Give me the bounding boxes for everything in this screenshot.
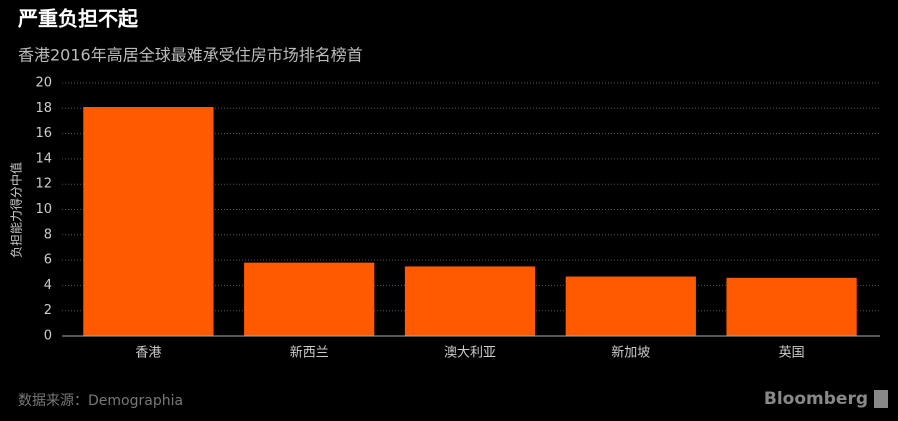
y-tick-label: 6: [44, 253, 52, 268]
bar: [404, 266, 536, 336]
bar: [244, 262, 375, 336]
chart-title: 严重负担不起: [17, 7, 139, 31]
y-tick-label: 10: [35, 202, 52, 217]
bar: [565, 276, 696, 336]
y-tick-label: 12: [35, 177, 52, 192]
x-tick-label: 英国: [779, 346, 805, 361]
x-tick-label: 香港: [135, 346, 161, 361]
bar: [83, 107, 214, 336]
y-tick-label: 4: [44, 278, 52, 293]
y-tick-label: 18: [35, 101, 52, 116]
source: 数据来源：Demographia: [18, 393, 183, 409]
x-tick-label: 新加坡: [611, 345, 650, 361]
y-tick-label: 14: [35, 151, 52, 166]
y-tick-label: 16: [35, 126, 52, 141]
y-tick-label: 20: [35, 76, 52, 91]
y-axis-label: 负担能力得分中值: [9, 162, 24, 258]
chart-subtitle: 香港2016年高居全球最难承受住房市场排名榜首: [18, 46, 363, 65]
brand: Bloomberg: [764, 389, 868, 409]
bar: [726, 277, 857, 336]
y-tick-label: 2: [44, 303, 52, 318]
x-tick-label: 新西兰: [290, 345, 329, 361]
y-tick-label: 0: [44, 329, 52, 344]
y-tick-label: 8: [44, 227, 52, 242]
x-tick-label: 澳大利亚: [444, 345, 496, 361]
brand-icon: [874, 390, 888, 408]
